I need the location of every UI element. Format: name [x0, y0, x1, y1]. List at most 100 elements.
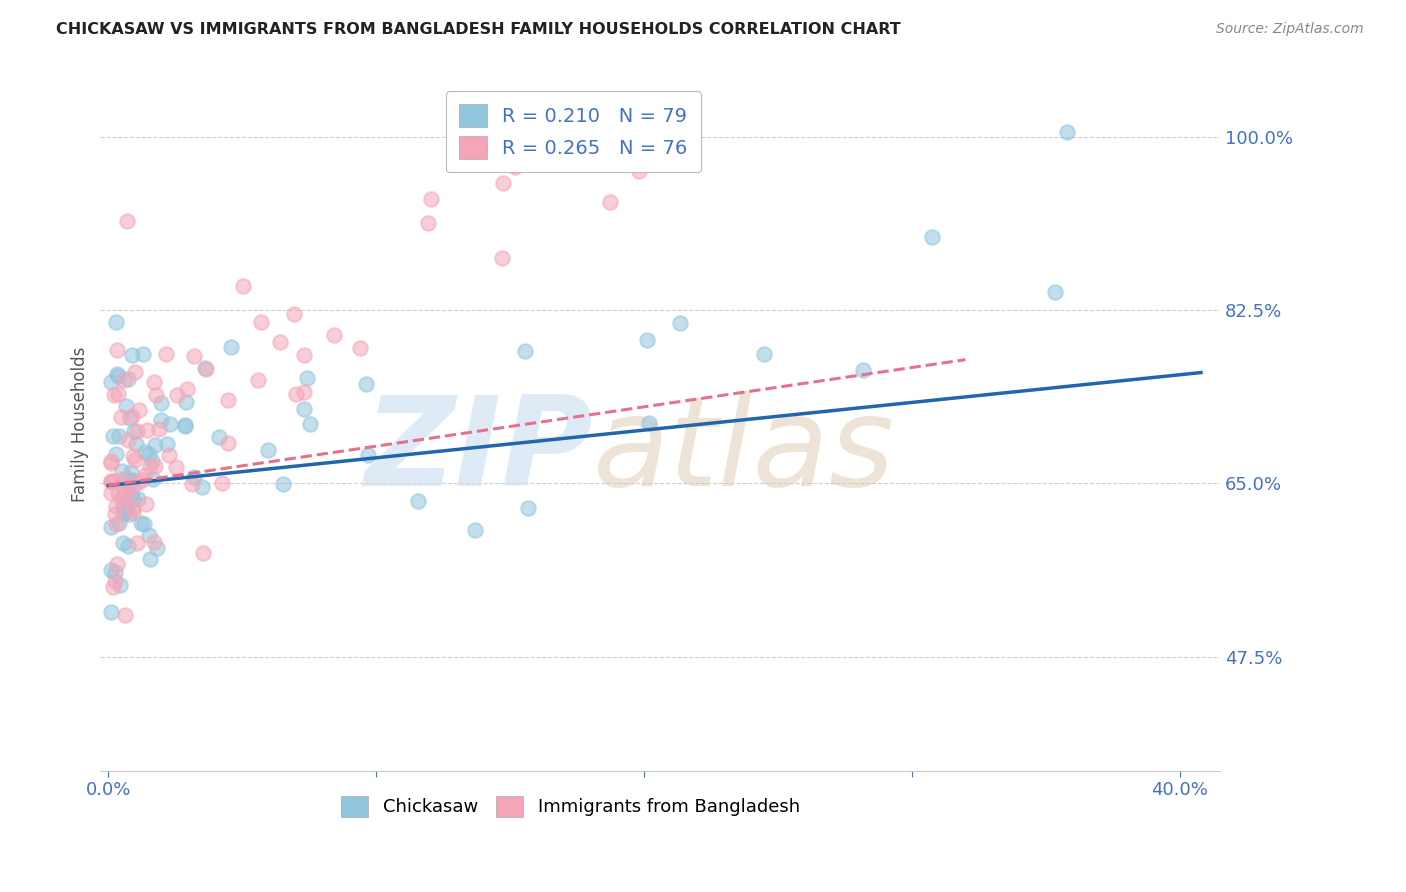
Point [114, 399, 136, 413]
Point [100, 605, 122, 619]
Point [104, 565, 127, 579]
Point [156, 436, 179, 450]
Point [269, 335, 291, 350]
Point [101, 474, 124, 488]
Point [110, 491, 132, 506]
Point [115, 214, 138, 228]
Point [357, 449, 380, 463]
Point [125, 424, 148, 438]
Point [100, 475, 122, 489]
Point [176, 382, 198, 396]
Point [138, 528, 160, 542]
Point [121, 480, 143, 494]
Point [120, 465, 142, 479]
Point [503, 160, 526, 174]
Point [257, 442, 280, 457]
Point [669, 316, 692, 330]
Point [174, 419, 197, 434]
Point [107, 516, 129, 531]
Point [100, 375, 122, 389]
Point [628, 163, 651, 178]
Point [121, 505, 143, 519]
Point [100, 456, 122, 470]
Point [211, 476, 233, 491]
Point [191, 546, 214, 560]
Point [122, 449, 145, 463]
Point [122, 424, 145, 438]
Point [134, 468, 156, 483]
Point [232, 279, 254, 293]
Point [120, 488, 142, 502]
Point [121, 473, 143, 487]
Point [117, 494, 139, 508]
Point [354, 377, 377, 392]
Point [112, 472, 135, 486]
Point [129, 516, 152, 531]
Point [295, 371, 318, 385]
Point [101, 429, 124, 443]
Point [117, 433, 139, 447]
Point [125, 436, 148, 450]
Point [100, 520, 122, 534]
Point [114, 501, 136, 516]
Point [285, 387, 308, 401]
Point [208, 430, 231, 444]
Point [117, 372, 139, 386]
Point [157, 448, 180, 462]
Point [219, 340, 242, 354]
Point [111, 464, 134, 478]
Point [121, 501, 143, 516]
Point [138, 552, 160, 566]
Point [636, 333, 658, 347]
Point [114, 608, 136, 623]
Point [294, 384, 316, 399]
Legend: Chickasaw, Immigrants from Bangladesh: Chickasaw, Immigrants from Bangladesh [335, 789, 807, 824]
Point [1056, 125, 1078, 139]
Point [115, 490, 138, 504]
Point [464, 523, 486, 537]
Point [752, 347, 775, 361]
Point [921, 230, 943, 244]
Point [104, 517, 127, 532]
Point [107, 343, 129, 357]
Point [191, 480, 214, 494]
Point [114, 480, 136, 494]
Text: Source: ZipAtlas.com: Source: ZipAtlas.com [1216, 22, 1364, 37]
Point [349, 341, 371, 355]
Point [118, 477, 141, 491]
Point [107, 486, 129, 500]
Point [124, 453, 146, 467]
Point [292, 402, 315, 417]
Text: ZIP: ZIP [364, 392, 593, 512]
Point [118, 507, 141, 521]
Point [217, 393, 239, 408]
Point [323, 327, 346, 342]
Point [491, 252, 513, 266]
Point [155, 347, 177, 361]
Point [273, 477, 295, 491]
Point [141, 454, 163, 468]
Point [115, 504, 138, 518]
Point [115, 495, 138, 509]
Point [416, 216, 439, 230]
Point [103, 574, 125, 588]
Point [122, 492, 145, 507]
Point [599, 194, 621, 209]
Point [852, 363, 875, 377]
Point [125, 536, 148, 550]
Point [105, 557, 128, 571]
Point [132, 517, 155, 532]
Point [104, 315, 127, 329]
Point [110, 409, 132, 424]
Point [492, 176, 515, 190]
Point [408, 493, 430, 508]
Point [183, 470, 205, 484]
Point [100, 454, 122, 468]
Y-axis label: Family Households: Family Households [72, 346, 89, 502]
Point [120, 410, 142, 425]
Point [166, 388, 188, 402]
Point [148, 422, 170, 436]
Point [112, 508, 135, 522]
Point [121, 348, 143, 362]
Point [104, 507, 127, 521]
